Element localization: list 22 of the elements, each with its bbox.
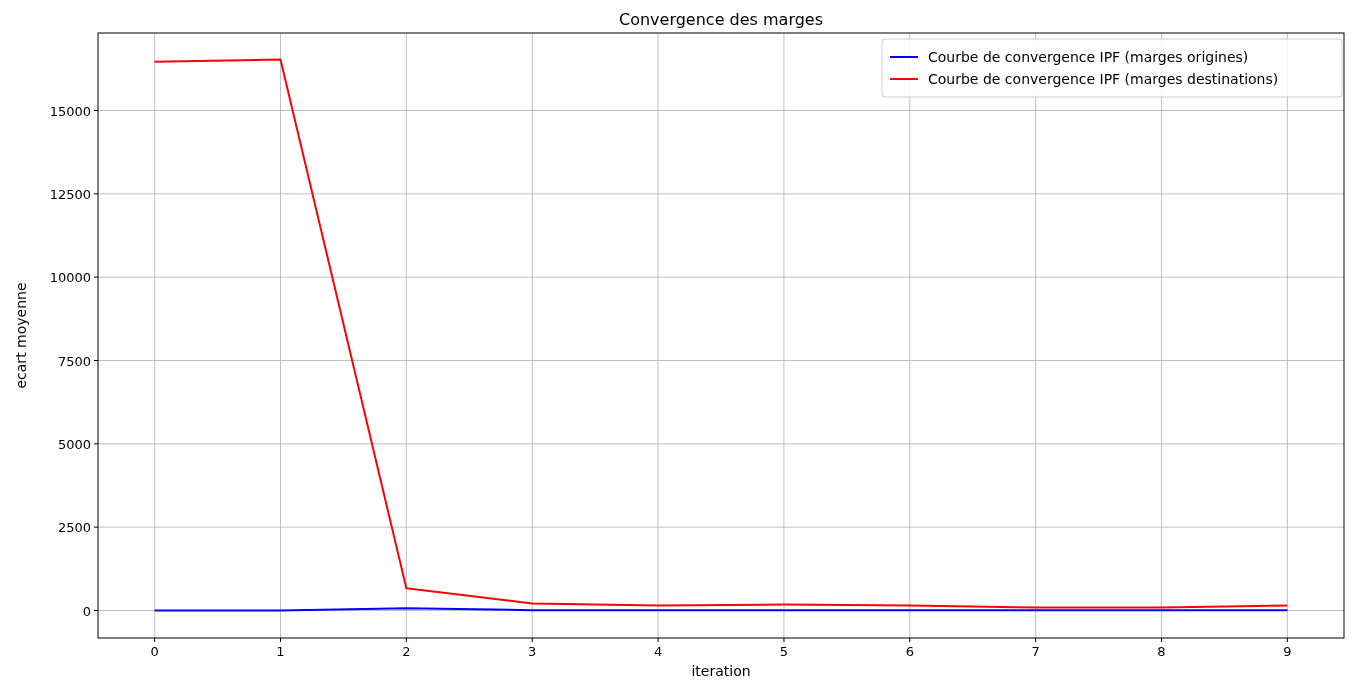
x-axis-title: iteration bbox=[691, 663, 751, 679]
x-tick-label: 7 bbox=[1031, 644, 1040, 659]
x-tick-label: 8 bbox=[1157, 644, 1166, 659]
chart-title: Convergence des marges bbox=[618, 10, 824, 29]
x-tick-label: 6 bbox=[905, 644, 914, 659]
y-axis-title: ecart moyenne bbox=[13, 282, 29, 389]
y-tick-label: 0 bbox=[82, 603, 91, 619]
x-tick-label: 1 bbox=[276, 644, 285, 659]
x-tick-label: 5 bbox=[779, 644, 789, 659]
y-tick-label: 10000 bbox=[49, 270, 91, 286]
y-tick-label: 12500 bbox=[49, 186, 91, 202]
legend-label: Courbe de convergence IPF (marges origines) bbox=[928, 49, 1249, 65]
y-tick-label: 5000 bbox=[57, 436, 91, 452]
x-tick-label: 2 bbox=[402, 644, 411, 659]
x-tick-label: 4 bbox=[653, 644, 663, 659]
legend-label: Courbe de convergence IPF (marges destinations) bbox=[928, 71, 1279, 87]
y-tick-label: 15000 bbox=[49, 103, 91, 119]
x-tick-label: 0 bbox=[150, 644, 159, 659]
y-tick-label: 7500 bbox=[57, 353, 91, 369]
x-tick-label: 3 bbox=[528, 644, 537, 659]
x-tick-label: 9 bbox=[1283, 644, 1292, 659]
y-tick-label: 2500 bbox=[57, 520, 91, 536]
